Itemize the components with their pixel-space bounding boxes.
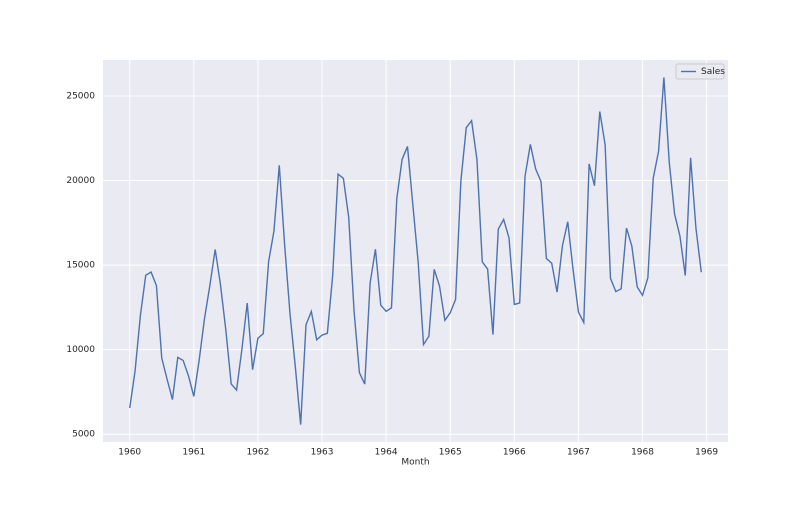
legend-box: [675, 63, 725, 80]
x-tick-label: 1969: [695, 448, 718, 458]
y-tick-label: 20000: [66, 176, 95, 186]
x-tick-label: 1961: [182, 448, 205, 458]
x-tick-label: 1967: [567, 448, 590, 458]
x-tick-label: 1964: [375, 448, 398, 458]
y-tick-label: 25000: [66, 91, 95, 101]
y-tick-label: 5000: [72, 430, 95, 440]
x-tick-label: 1963: [311, 448, 334, 458]
x-tick-label: 1968: [631, 448, 654, 458]
x-axis-label: Month: [401, 458, 429, 468]
plot-area: [103, 60, 728, 442]
x-tick-label: 1966: [503, 448, 526, 458]
legend-label: Sales: [701, 67, 725, 77]
y-tick-label: 15000: [66, 261, 95, 271]
y-tick-label: 10000: [66, 345, 95, 355]
line: [129, 77, 702, 425]
x-tick-label: 1965: [439, 448, 462, 458]
x-tick-label: 1962: [246, 448, 269, 458]
x-tick-label: 1960: [118, 448, 141, 458]
